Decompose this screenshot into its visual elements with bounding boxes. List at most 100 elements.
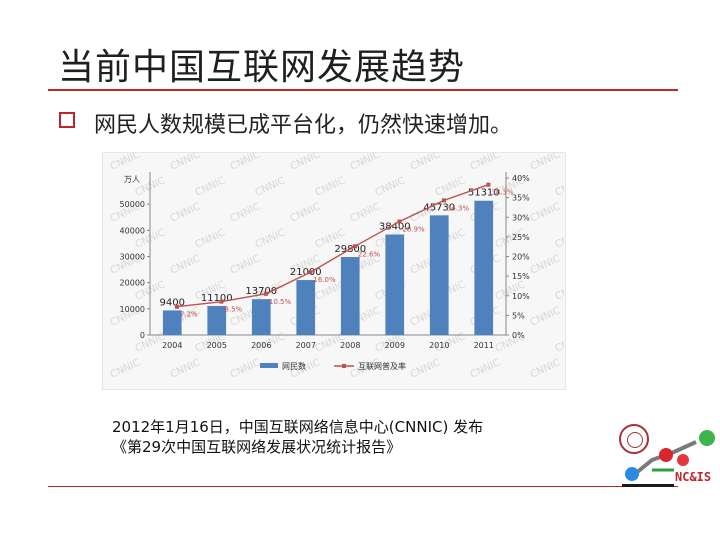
watermark-text: CNNIC: [169, 357, 203, 380]
bar-users: [296, 280, 316, 335]
y-right-tick-label: 25%: [512, 233, 530, 242]
watermark-text: CNNIC: [349, 152, 383, 173]
watermark-text: CNNIC: [529, 201, 563, 224]
legend-swatch-users: [260, 363, 278, 368]
watermark-text: CNNIC: [554, 227, 564, 250]
line-point: [174, 304, 179, 309]
y-right-tick-label: 30%: [512, 213, 530, 222]
legend-marker-rate: [342, 364, 346, 368]
bar-users: [340, 257, 360, 335]
y-right-tick-label: 40%: [512, 174, 530, 183]
bar-users: [385, 234, 405, 335]
watermark-text: CNNIC: [529, 152, 563, 173]
watermark-text: CNNIC: [529, 357, 563, 380]
watermark-text: CNNIC: [349, 201, 383, 224]
y-right-tick-label: 15%: [512, 272, 530, 281]
bullet-icon: [59, 112, 75, 128]
watermark-text: CNNIC: [469, 357, 503, 380]
bar-value-label: 21000: [290, 267, 322, 278]
y-right-tick-label: 0%: [512, 331, 525, 340]
source-note-line2: 《第29次中国互联网络发展状况统计报告》: [112, 438, 402, 456]
line-value-label: 22.6%: [358, 250, 381, 258]
watermark-text: CNNIC: [374, 175, 408, 198]
x-tick-label: 2008: [340, 341, 360, 350]
y-left-tick-label: 0: [140, 331, 145, 340]
watermark-text: CNNIC: [229, 253, 263, 276]
bar-value-label: 45730: [423, 202, 455, 213]
watermark-text: CNNIC: [109, 357, 143, 380]
slide-title: 当前中国互联网发展趋势: [58, 47, 466, 88]
x-tick-label: 2005: [207, 341, 227, 350]
y-left-axis-label: 万人: [124, 175, 140, 184]
footer-divider: [48, 486, 678, 487]
watermark-text: CNNIC: [229, 152, 263, 173]
bar-value-label: 11100: [201, 293, 233, 304]
x-tick-label: 2011: [474, 341, 494, 350]
bar-value-label: 38400: [379, 222, 411, 233]
watermark-text: CNNIC: [169, 201, 203, 224]
line-value-label: 8.5%: [224, 306, 242, 314]
line-point: [219, 299, 224, 304]
line-value-label: 7.2%: [180, 311, 198, 319]
bar-users: [251, 299, 271, 335]
bullet-text: 网民人数规模已成平台化，仍然快速增加。: [94, 113, 513, 138]
watermark-text: CNNIC: [169, 253, 203, 276]
bar-users: [207, 305, 227, 335]
bar-users: [429, 215, 449, 335]
line-value-label: 16.0%: [313, 276, 336, 284]
ncis-logo-text: NC&IS: [675, 470, 712, 484]
ncis-logo-icon: [622, 430, 715, 487]
x-tick-label: 2004: [162, 341, 182, 350]
line-point: [263, 291, 268, 296]
watermark-text: CNNIC: [229, 201, 263, 224]
y-right-tick-label: 5%: [512, 311, 525, 320]
line-value-label: 38.3%: [491, 189, 514, 197]
watermark-text: CNNIC: [109, 152, 143, 173]
bar-users: [162, 310, 182, 335]
bar-value-label: 51310: [468, 188, 500, 199]
x-tick-label: 2007: [296, 341, 316, 350]
watermark-text: CNNIC: [254, 227, 288, 250]
y-right-tick-label: 35%: [512, 194, 530, 203]
watermark-text: CNNIC: [409, 152, 443, 173]
y-left-tick-label: 10000: [120, 305, 145, 314]
watermark-text: CNNIC: [529, 305, 563, 328]
watermark-text: CNNIC: [289, 201, 323, 224]
line-value-label: 34.3%: [447, 204, 470, 212]
line-point: [486, 182, 491, 187]
legend-label-users: 网民数: [282, 361, 306, 371]
line-value-label: 28.9%: [402, 226, 425, 234]
x-tick-label: 2009: [385, 341, 405, 350]
source-note-line1: 2012年1月16日，中国互联网络信息中心(CNNIC) 发布: [112, 418, 484, 436]
y-left-tick-label: 20000: [120, 279, 145, 288]
line-point: [397, 219, 402, 224]
watermark-text: CNNIC: [434, 175, 468, 198]
line-point: [308, 270, 313, 275]
y-right-tick-label: 10%: [512, 292, 530, 301]
watermark-text: CNNIC: [529, 253, 563, 276]
x-tick-label: 2006: [251, 341, 271, 350]
watermark-text: CNNIC: [289, 152, 323, 173]
x-tick-label: 2010: [429, 341, 449, 350]
y-left-tick-label: 50000: [120, 200, 145, 209]
watermark-text: CNNIC: [409, 357, 443, 380]
bar-value-label: 9400: [160, 297, 185, 308]
watermark-text: CNNIC: [194, 227, 228, 250]
watermark-text: CNNIC: [254, 175, 288, 198]
title-divider: [48, 89, 678, 91]
line-value-label: 10.5%: [269, 298, 292, 306]
bar-users: [474, 200, 494, 335]
line-point: [352, 244, 357, 249]
watermark-text: CNNIC: [314, 175, 348, 198]
watermark-text: CNNIC: [194, 175, 228, 198]
y-left-tick-label: 40000: [120, 226, 145, 235]
university-seal-icon: [619, 424, 649, 454]
watermark-text: CNNIC: [169, 152, 203, 173]
watermark-text: CNNIC: [554, 175, 564, 198]
y-right-tick-label: 20%: [512, 253, 530, 262]
internet-users-chart: CNNIC CNNIC CNNIC CNNIC CNNIC CNNIC CNNIC CNNIC…: [109, 152, 564, 381]
legend-label-rate: 互联网普及率: [358, 361, 406, 371]
line-penetration-rate: [176, 184, 489, 308]
watermark-text: CNNIC: [554, 279, 564, 302]
watermark-text: CNNIC: [469, 152, 503, 173]
